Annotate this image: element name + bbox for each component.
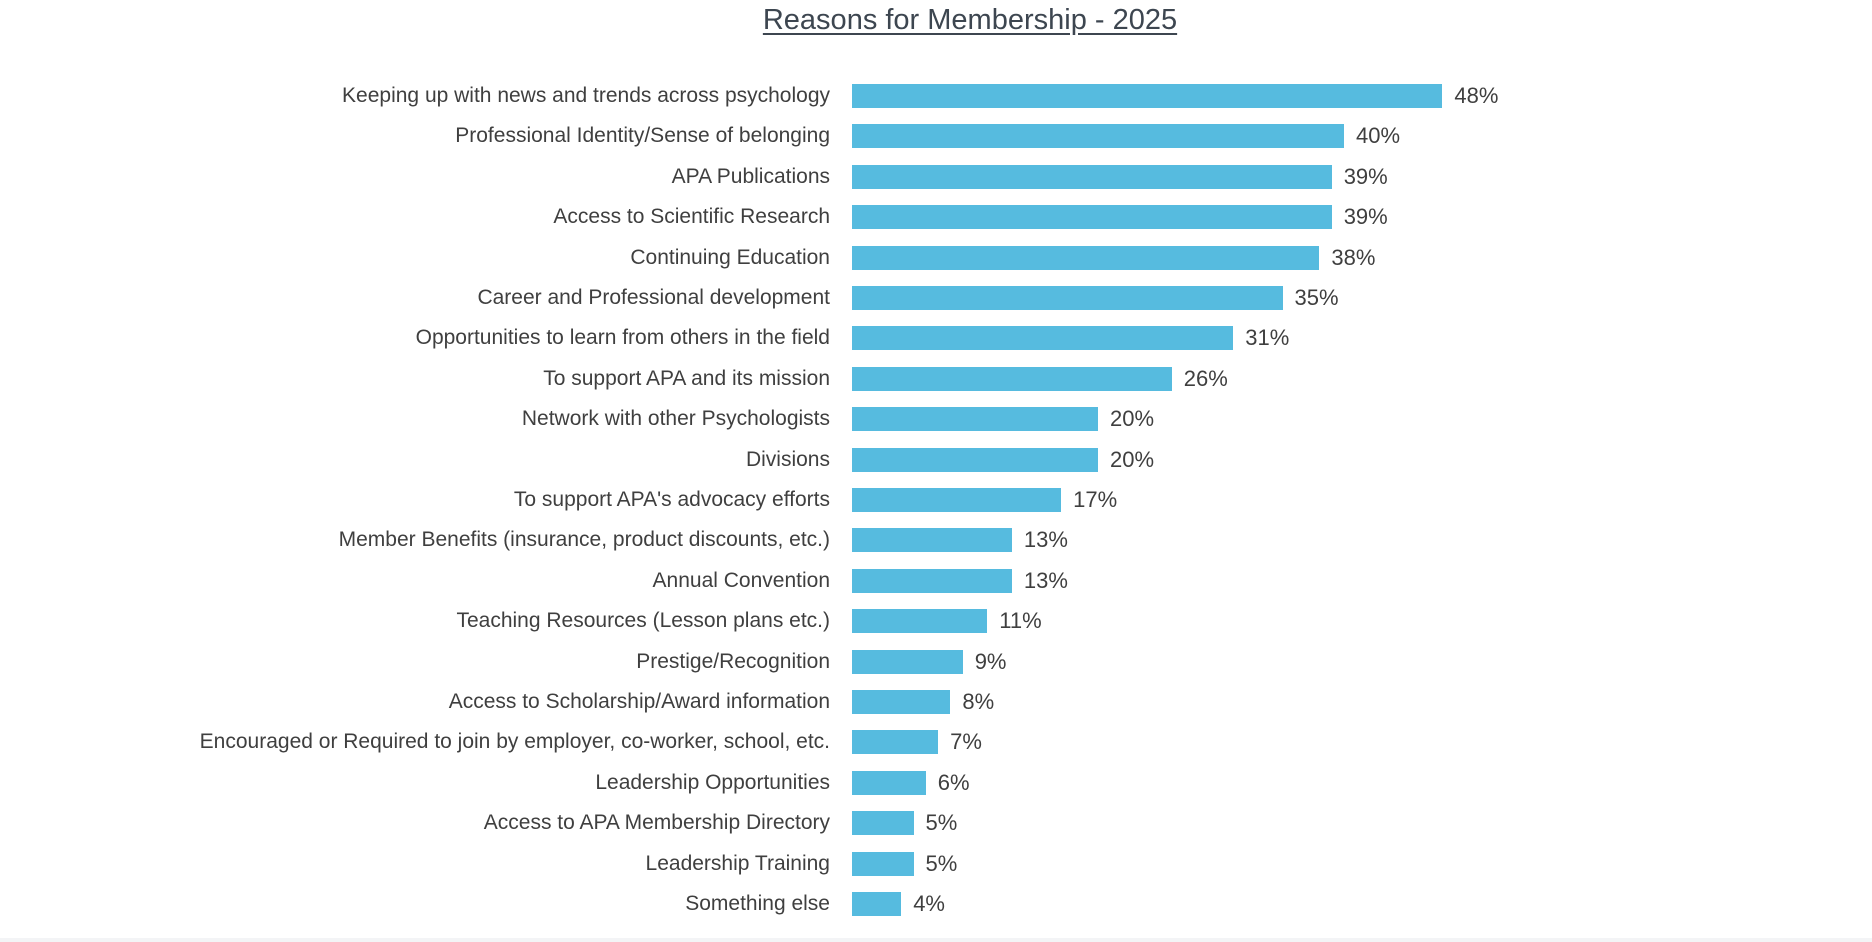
value-label: 39% [1343, 163, 1388, 189]
value-label: 9% [974, 648, 1007, 674]
bar [852, 447, 1098, 472]
category-label: Network with other Psychologists [521, 407, 830, 431]
bar [852, 407, 1098, 432]
bar [852, 124, 1344, 149]
category-label: Something else [685, 892, 830, 915]
bar [852, 245, 1320, 270]
bar [852, 366, 1172, 391]
category-label: Annual Convention [652, 568, 830, 592]
value-label: 8% [962, 689, 995, 714]
bar [852, 770, 926, 795]
category-label: Professional Identity/Sense of belonging [455, 124, 830, 148]
category-label: To support APA and its mission [543, 366, 830, 390]
bar [852, 892, 902, 916]
bar [852, 164, 1332, 189]
bar [852, 326, 1234, 351]
value-label: 20% [1110, 446, 1155, 472]
value-label: 35% [1294, 285, 1339, 310]
value-label: 6% [937, 769, 970, 795]
value-label: 7% [950, 729, 982, 755]
value-label: 20% [1110, 406, 1155, 432]
category-label: Teaching Resources (Lesson plans etc.) [456, 609, 830, 633]
category-label: APA Publications [671, 164, 830, 188]
value-label: 38% [1331, 244, 1376, 270]
category-label: Access to Scholarship/Award information [448, 690, 830, 713]
value-label: 39% [1343, 204, 1388, 230]
bar [852, 811, 914, 836]
value-label: 40% [1356, 123, 1401, 149]
category-label: Career and Professional development [477, 286, 830, 309]
category-label: Leadership Training [645, 851, 830, 875]
bottom-divider [0, 938, 1872, 942]
value-label: 26% [1183, 365, 1228, 391]
bar [852, 851, 914, 876]
category-label: Member Benefits (insurance, product disc… [338, 528, 830, 552]
category-label: Opportunities to learn from others in th… [415, 326, 830, 350]
value-label: 5% [925, 850, 958, 876]
category-label: Encouraged or Required to join by employ… [199, 730, 830, 754]
bar [852, 690, 951, 714]
bar [852, 730, 939, 755]
bar [852, 568, 1012, 593]
value-label: 13% [1023, 527, 1068, 553]
value-label: 31% [1245, 325, 1290, 351]
category-label: Continuing Education [630, 245, 830, 269]
category-label: Prestige/Recognition [636, 649, 830, 673]
bar [852, 205, 1332, 230]
category-label: To support APA's advocacy efforts [513, 488, 830, 511]
value-label: 13% [1023, 567, 1068, 593]
bar [852, 528, 1012, 553]
bar [852, 488, 1062, 512]
category-label: Leadership Opportunities [595, 770, 830, 794]
value-label: 5% [925, 810, 958, 836]
category-label: Access to Scientific Research [553, 205, 830, 229]
bar [852, 649, 963, 674]
value-label: 17% [1073, 487, 1118, 512]
value-label: 4% [913, 891, 945, 916]
bar [852, 609, 988, 634]
category-label: Keeping up with news and trends across p… [342, 84, 830, 107]
bar [852, 286, 1283, 310]
bar [852, 84, 1443, 108]
value-label: 11% [999, 608, 1042, 634]
chart-title: Reasons for Membership - 2025 [762, 4, 1178, 36]
category-label: Access to APA Membership Directory [483, 811, 830, 835]
value-label: 48% [1454, 83, 1499, 108]
category-label: Divisions [745, 447, 830, 471]
